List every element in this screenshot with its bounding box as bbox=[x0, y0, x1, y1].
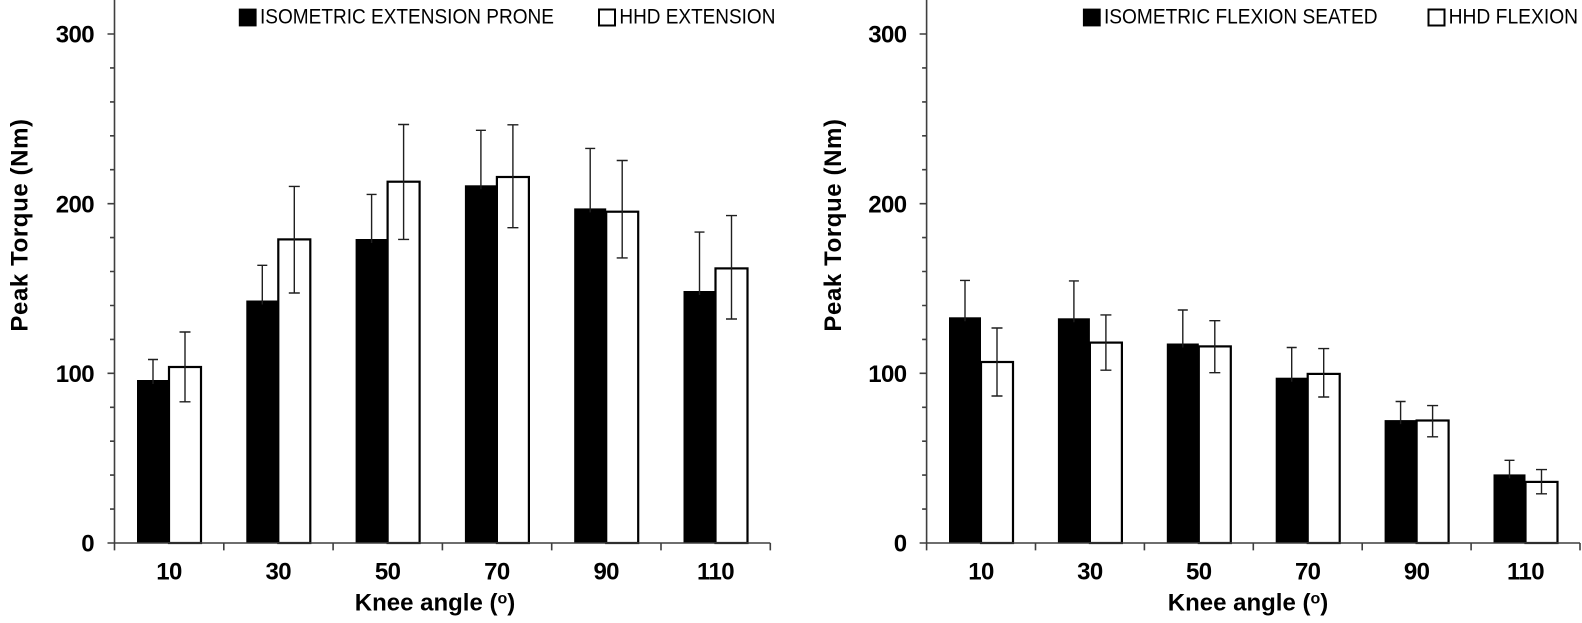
svg-text:70: 70 bbox=[484, 559, 510, 586]
svg-text:HHD FLEXION: HHD FLEXION bbox=[1449, 6, 1579, 29]
svg-text:Peak Torque (Nm): Peak Torque (Nm) bbox=[7, 118, 34, 331]
svg-text:30: 30 bbox=[1077, 559, 1103, 586]
svg-text:90: 90 bbox=[593, 559, 619, 586]
svg-text:50: 50 bbox=[1186, 559, 1212, 586]
svg-text:10: 10 bbox=[156, 559, 182, 586]
svg-text:90: 90 bbox=[1404, 559, 1430, 586]
svg-text:110: 110 bbox=[697, 559, 734, 586]
svg-text:100: 100 bbox=[56, 361, 94, 388]
svg-text:300: 300 bbox=[56, 22, 94, 49]
svg-text:300: 300 bbox=[868, 22, 906, 49]
svg-text:200: 200 bbox=[56, 191, 94, 218]
svg-text:10: 10 bbox=[968, 559, 994, 586]
svg-text:Knee angle (o): Knee angle (o) bbox=[355, 590, 515, 617]
svg-text:50: 50 bbox=[375, 559, 401, 586]
svg-text:0: 0 bbox=[81, 531, 94, 558]
svg-text:110: 110 bbox=[1507, 559, 1544, 586]
svg-text:Peak Torque (Nm): Peak Torque (Nm) bbox=[820, 118, 847, 331]
svg-text:HHD EXTENSION: HHD EXTENSION bbox=[619, 6, 775, 29]
svg-text:30: 30 bbox=[266, 559, 292, 586]
svg-text:100: 100 bbox=[868, 361, 906, 388]
svg-text:0: 0 bbox=[894, 531, 907, 558]
svg-text:ISOMETRIC EXTENSION PRONE: ISOMETRIC EXTENSION PRONE bbox=[260, 6, 554, 29]
svg-text:Knee angle (o): Knee angle (o) bbox=[1168, 590, 1328, 617]
svg-text:ISOMETRIC FLEXION SEATED: ISOMETRIC FLEXION SEATED bbox=[1104, 6, 1378, 29]
svg-text:200: 200 bbox=[868, 191, 906, 218]
svg-text:70: 70 bbox=[1295, 559, 1321, 586]
